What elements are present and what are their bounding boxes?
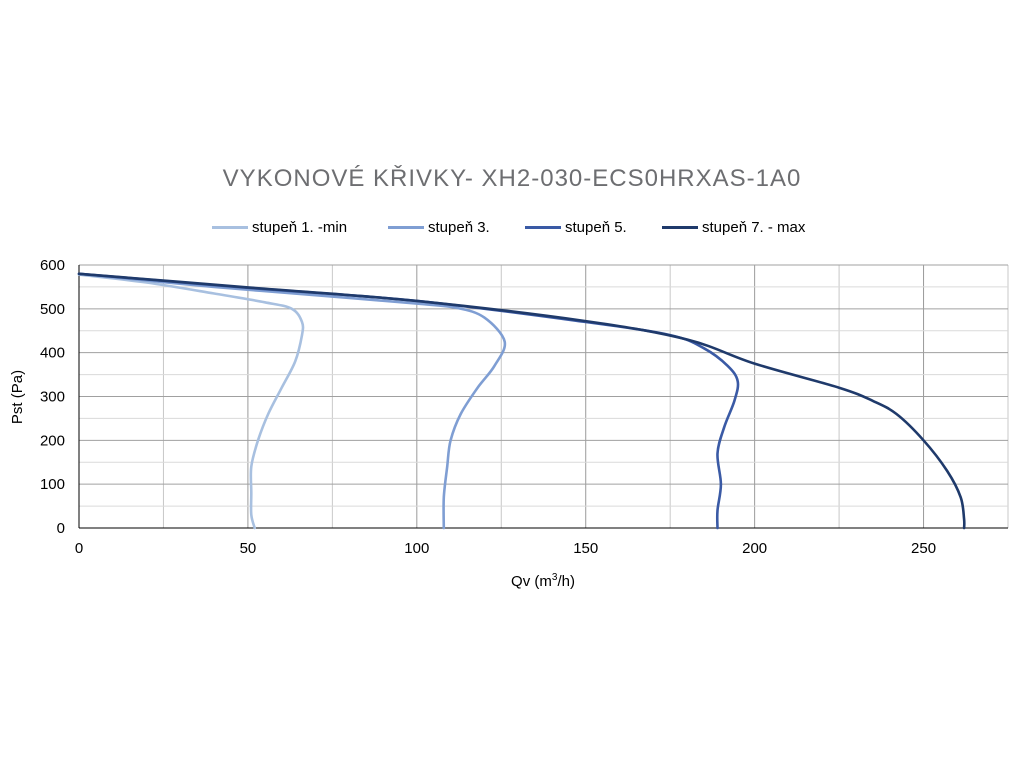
y-tick-label-600: 600	[40, 257, 65, 274]
y-tick-label-100: 100	[40, 476, 65, 493]
x-axis-title: Qv (m3/h)	[511, 572, 575, 590]
x-tick-label-50: 50	[240, 540, 257, 557]
legend-item-stupen-7: stupeň 7. - max	[662, 216, 805, 238]
y-tick-label-500: 500	[40, 301, 65, 318]
series-line-1	[77, 273, 305, 530]
series-layer	[77, 272, 966, 530]
y-axis-title: Pst (Pa)	[9, 370, 26, 424]
legend-item-stupen-5: stupeň 5.	[525, 216, 627, 238]
series-line-3	[77, 272, 740, 530]
legend-label-stupen-7: stupeň 7. - max	[702, 218, 806, 236]
y-tick-label-0: 0	[57, 520, 65, 537]
series-line-2	[77, 272, 507, 530]
label-layer: 0 50 100 150 200 250 0 100 200 300 400 500 600	[40, 257, 936, 557]
chart-title: VYKONOVÉ KŘIVKY- XH2-030-ECS0HRXAS-1A0	[222, 165, 802, 192]
legend-label-stupen-3: stupeň 3.	[428, 218, 490, 236]
y-tick-label-300: 300	[40, 389, 65, 406]
x-tick-label-0: 0	[75, 540, 83, 557]
x-tick-label-200: 200	[742, 540, 767, 557]
x-tick-label-100: 100	[404, 540, 429, 557]
axis-layer	[78, 265, 1008, 529]
legend-label-stupen-5: stupeň 5.	[565, 218, 627, 236]
series-line-4	[77, 272, 966, 530]
x-axis-title-main: Qv (m	[511, 573, 552, 590]
legend-item-stupen-1: stupeň 1. -min	[212, 216, 347, 238]
x-tick-label-150: 150	[573, 540, 598, 557]
y-tick-label-200: 200	[40, 432, 65, 449]
legend-swatch-stupen-5	[525, 225, 561, 229]
legend-swatch-stupen-7	[662, 225, 698, 229]
y-tick-label-400: 400	[40, 345, 65, 362]
x-axis-title-end: /h)	[557, 573, 575, 590]
chart-legend: stupeň 1. -min stupeň 3. stupeň 5. stupe…	[0, 216, 1024, 238]
x-axis-title-sup: 3	[552, 572, 558, 583]
grid-layer	[79, 264, 1009, 528]
legend-label-stupen-1: stupeň 1. -min	[252, 218, 348, 236]
legend-swatch-stupen-3	[388, 225, 424, 229]
legend-item-stupen-3: stupeň 3.	[388, 216, 490, 238]
legend-swatch-stupen-1	[212, 225, 248, 229]
x-tick-label-250: 250	[911, 540, 936, 557]
